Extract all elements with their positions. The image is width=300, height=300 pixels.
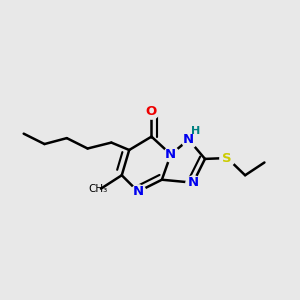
Text: N: N	[188, 176, 199, 189]
Text: N: N	[133, 185, 144, 198]
Text: H: H	[191, 126, 201, 136]
Text: S: S	[223, 152, 232, 164]
Text: CH₃: CH₃	[88, 184, 108, 194]
Text: N: N	[183, 133, 194, 146]
Text: O: O	[146, 105, 157, 118]
Text: N: N	[165, 148, 176, 161]
